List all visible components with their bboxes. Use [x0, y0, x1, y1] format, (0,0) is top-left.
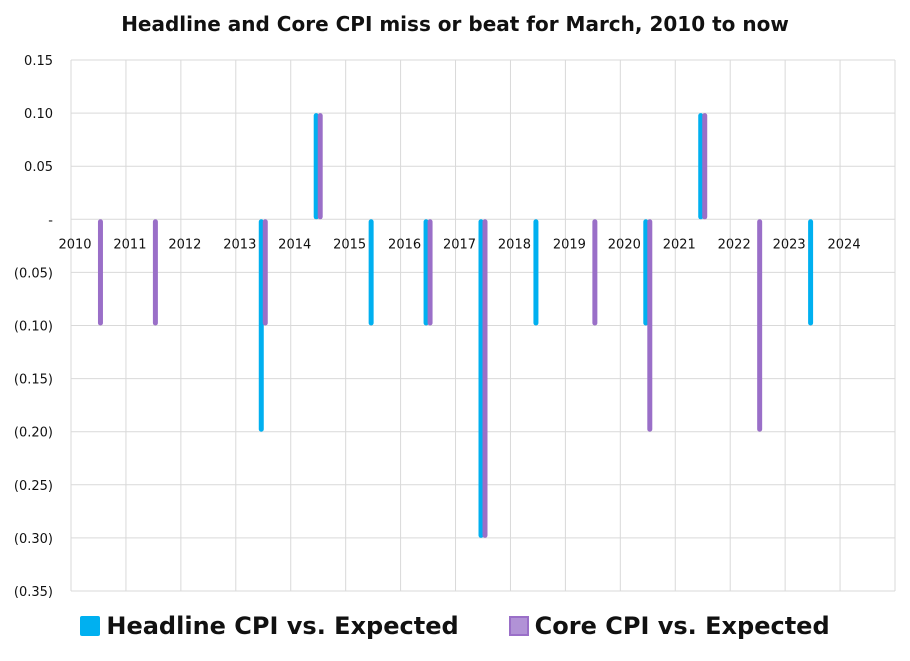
- x-tick-label: 2018: [498, 237, 531, 252]
- headline-bar: [313, 113, 319, 220]
- legend-label-core: Core CPI vs. Expected: [534, 612, 830, 640]
- x-tick-label: 2015: [333, 237, 366, 252]
- core-bar: [647, 219, 653, 432]
- chart-title: Headline and Core CPI miss or beat for M…: [121, 12, 789, 36]
- y-tick-label: (0.20): [14, 426, 53, 441]
- legend-item-headline[interactable]: Headline CPI vs. Expected: [80, 612, 459, 640]
- x-tick-label: 2022: [718, 237, 751, 252]
- legend-swatch-headline: [80, 616, 101, 636]
- core-bar: [427, 219, 433, 326]
- y-tick-label: -: [48, 213, 53, 228]
- headline-bar: [478, 219, 484, 538]
- y-tick-label: 0.15: [24, 54, 53, 69]
- headline-bar: [643, 219, 649, 326]
- x-tick-label: 2010: [58, 237, 91, 252]
- headline-bar: [423, 219, 429, 326]
- x-tick-label: 2014: [278, 237, 311, 252]
- headline-bar: [258, 219, 264, 432]
- core-bar: [262, 219, 268, 326]
- x-tick-label: 2011: [113, 237, 146, 252]
- legend-item-core[interactable]: Core CPI vs. Expected: [508, 612, 830, 640]
- headline-bar: [368, 219, 374, 326]
- core-bar: [702, 113, 708, 220]
- x-tick-label: 2023: [773, 237, 806, 252]
- y-tick-label: 0.05: [24, 160, 53, 175]
- x-tick-label: 2024: [828, 237, 861, 252]
- y-tick-label: (0.35): [14, 585, 53, 600]
- core-bar: [317, 113, 323, 220]
- y-tick-label: (0.10): [14, 320, 53, 335]
- x-tick-label: 2019: [553, 237, 586, 252]
- x-tick-label: 2013: [223, 237, 256, 252]
- x-tick-label: 2020: [608, 237, 641, 252]
- y-tick-label: (0.25): [14, 479, 53, 494]
- x-tick-label: 2017: [443, 237, 476, 252]
- core-bar: [757, 219, 763, 432]
- y-tick-label: 0.10: [24, 107, 53, 122]
- x-tick-label: 2016: [388, 237, 421, 252]
- core-bar: [97, 219, 103, 326]
- legend-label-headline: Headline CPI vs. Expected: [106, 612, 459, 640]
- y-tick-label: (0.15): [14, 373, 53, 388]
- headline-bar: [698, 113, 704, 220]
- x-tick-label: 2012: [168, 237, 201, 252]
- headline-bar: [533, 219, 539, 326]
- y-tick-label: (0.05): [14, 266, 53, 281]
- legend: Headline CPI vs. Expected Core CPI vs. E…: [0, 612, 910, 640]
- core-bar: [482, 219, 488, 538]
- legend-swatch-core: [508, 616, 529, 636]
- core-bar: [152, 219, 158, 326]
- x-tick-label: 2021: [663, 237, 696, 252]
- y-tick-label: (0.30): [14, 532, 53, 547]
- headline-bar: [808, 219, 814, 326]
- core-bar: [592, 219, 598, 326]
